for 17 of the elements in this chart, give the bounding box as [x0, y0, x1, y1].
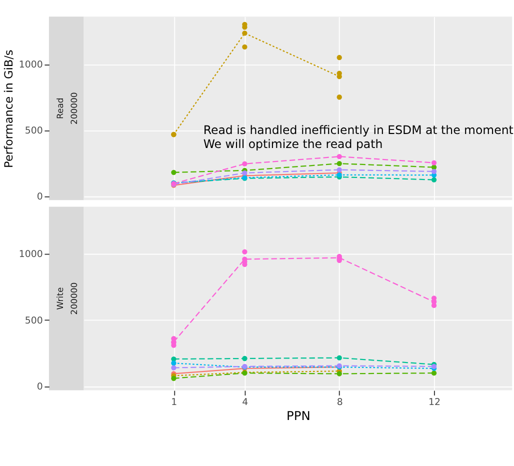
text: 200000: [69, 282, 80, 315]
annotation: Read is handled inefficiently in ESDM at the moment We will optimize the read path: [203, 123, 514, 151]
x-tick-label: 8: [336, 396, 343, 408]
y-tick-label: 1000: [18, 59, 43, 70]
y-tick-label: 1000: [18, 249, 43, 260]
y-tick-label: 500: [24, 315, 43, 326]
x-tick-label: 12: [428, 396, 440, 408]
y-tick-label: 0: [36, 382, 43, 393]
y-axis-title: Performance in GiB/s: [2, 50, 16, 168]
y-tick-label: 500: [24, 125, 43, 136]
x-axis-title: PPN: [286, 408, 310, 423]
y-tick-label: 0: [36, 191, 43, 202]
text: Read: [55, 98, 66, 119]
text: Write: [55, 287, 66, 310]
text: 200000: [69, 92, 80, 125]
x-tick-label: 1: [171, 396, 178, 408]
x-tick-label: 4: [242, 396, 248, 408]
